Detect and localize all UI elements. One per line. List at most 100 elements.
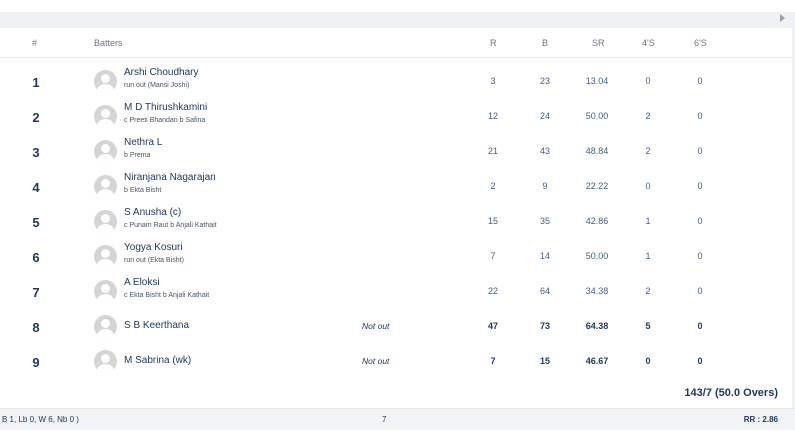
balls-cell: 14	[539, 251, 550, 261]
dismissal-text: c Ekta Bisht b Anjali Kathait	[124, 292, 210, 299]
balls-cell: 15	[539, 356, 550, 366]
player-name-link[interactable]: Niranjana Nagarajan	[124, 172, 216, 183]
fours-cell: 0	[645, 76, 651, 86]
balls-cell: 9	[542, 181, 548, 191]
fours-cell: 5	[645, 321, 651, 331]
dismissal-text: c Preeti Bhandari b Safina	[124, 117, 206, 124]
not-out-status: Not out	[362, 356, 390, 366]
player-avatar-icon[interactable]	[94, 280, 117, 303]
player-name-link[interactable]: Nethra L	[124, 137, 163, 148]
header-batters: Batters	[94, 38, 123, 48]
runs-cell: 12	[487, 111, 498, 121]
balls-cell: 24	[539, 111, 550, 121]
batter-row: 4 Niranjana Nagarajan b Ekta Bisht 2 9 22.22 0…	[0, 169, 795, 204]
dismissal-text: b Prema	[124, 152, 151, 159]
vertical-scrollbar[interactable]	[792, 28, 795, 408]
header-fours: 4'S	[642, 38, 655, 48]
sixes-cell: 0	[697, 286, 703, 296]
batter-row: 3 Nethra L b Prema 21 43 48.84 2 0	[0, 134, 795, 169]
dismissal-text: run out (Mansi Joshi)	[124, 82, 190, 89]
strike-rate-cell: 64.38	[585, 321, 609, 331]
dismissal-text: c Punam Raut b Anjali Kathait	[124, 222, 217, 229]
runs-cell: 3	[490, 76, 496, 86]
balls-cell: 43	[539, 146, 550, 156]
fours-cell: 0	[645, 181, 651, 191]
strike-rate-cell: 42.86	[585, 216, 609, 226]
runs-cell: 7	[490, 251, 496, 261]
runs-cell: 15	[487, 216, 498, 226]
extras-total: 7	[382, 415, 387, 424]
batting-position: 3	[32, 145, 40, 160]
player-avatar-icon[interactable]	[94, 140, 117, 163]
batting-position: 7	[32, 285, 40, 300]
player-avatar-icon[interactable]	[94, 70, 117, 93]
strike-rate-cell: 48.84	[585, 146, 609, 156]
sixes-cell: 0	[697, 251, 703, 261]
batter-row: 8 S B Keerthana Not out 47 73 64.38 5 0	[0, 309, 795, 344]
player-name-link[interactable]: M Sabrina (wk)	[124, 355, 192, 366]
runs-cell: 2	[490, 181, 496, 191]
horizontal-scrollbar[interactable]	[0, 12, 795, 28]
dismissal-text: b Ekta Bisht	[124, 187, 162, 194]
batting-position: 4	[32, 180, 40, 195]
extras-detail: B 1, Lb 0, W 6, Nb 0 )	[2, 415, 79, 424]
player-avatar-icon[interactable]	[94, 315, 117, 338]
batter-row: 5 S Anusha (c) c Punam Raut b Anjali Katha…	[0, 204, 795, 239]
player-name-link[interactable]: M D Thirushkamini	[124, 102, 208, 113]
header-sixes: 6'S	[694, 38, 707, 48]
fours-cell: 1	[645, 251, 651, 261]
sixes-cell: 0	[697, 146, 703, 156]
sixes-cell: 0	[697, 216, 703, 226]
player-avatar-icon[interactable]	[94, 105, 117, 128]
header-balls: B	[542, 38, 549, 48]
top-strip	[0, 0, 795, 12]
strike-rate-cell: 22.22	[585, 181, 609, 191]
strike-rate-cell: 50.00	[585, 111, 609, 121]
player-name-link[interactable]: Arshi Choudhary	[124, 67, 199, 78]
player-avatar-icon[interactable]	[94, 350, 117, 373]
fours-cell: 0	[645, 356, 651, 366]
batting-position: 1	[32, 75, 40, 90]
sixes-cell: 0	[697, 76, 703, 86]
runs-cell: 21	[487, 146, 498, 156]
batting-position: 5	[32, 215, 40, 230]
not-out-status: Not out	[362, 321, 390, 331]
balls-cell: 35	[539, 216, 550, 226]
fours-cell: 2	[645, 111, 651, 121]
player-name-link[interactable]: S Anusha (c)	[124, 207, 182, 218]
header-strike-rate: SR	[592, 38, 605, 48]
fours-cell: 2	[645, 146, 651, 156]
sixes-cell: 0	[697, 111, 703, 121]
player-avatar-icon[interactable]	[94, 245, 117, 268]
batter-row: 1 Arshi Choudhary run out (Mansi Joshi) 3 23…	[0, 64, 795, 99]
player-name-link[interactable]: Yogya Kosuri	[124, 242, 183, 253]
header-number: #	[32, 38, 38, 48]
header-runs: R	[490, 38, 497, 48]
batter-row: 6 Yogya Kosuri run out (Ekta Bisht) 7 14 50.0…	[0, 239, 795, 274]
runs-cell: 7	[490, 356, 496, 366]
sixes-cell: 0	[697, 356, 703, 366]
batter-row: 2 M D Thirushkamini c Preeti Bhandari b Sa…	[0, 99, 795, 134]
fours-cell: 2	[645, 286, 651, 296]
batting-position: 8	[32, 320, 40, 335]
batter-row: 9 M Sabrina (wk) Not out 7 15 46.67 0 0	[0, 344, 795, 379]
player-name-link[interactable]: S B Keerthana	[124, 320, 190, 331]
innings-total: 143/7 (50.0 Overs)	[684, 387, 778, 399]
batting-position: 6	[32, 250, 40, 265]
strike-rate-cell: 34.38	[585, 286, 609, 296]
player-avatar-icon[interactable]	[94, 210, 117, 233]
player-avatar-icon[interactable]	[94, 175, 117, 198]
strike-rate-cell: 46.67	[585, 356, 609, 366]
fours-cell: 1	[645, 216, 651, 226]
balls-cell: 73	[539, 321, 550, 331]
balls-cell: 23	[539, 76, 550, 86]
strike-rate-cell: 50.00	[585, 251, 609, 261]
batting-position: 9	[32, 355, 40, 370]
balls-cell: 64	[539, 286, 550, 296]
player-name-link[interactable]: A Eloksi	[124, 277, 160, 288]
runs-cell: 47	[487, 321, 498, 331]
sixes-cell: 0	[697, 321, 703, 331]
scroll-right-arrow-icon[interactable]	[780, 14, 785, 22]
strike-rate-cell: 13.04	[585, 76, 609, 86]
